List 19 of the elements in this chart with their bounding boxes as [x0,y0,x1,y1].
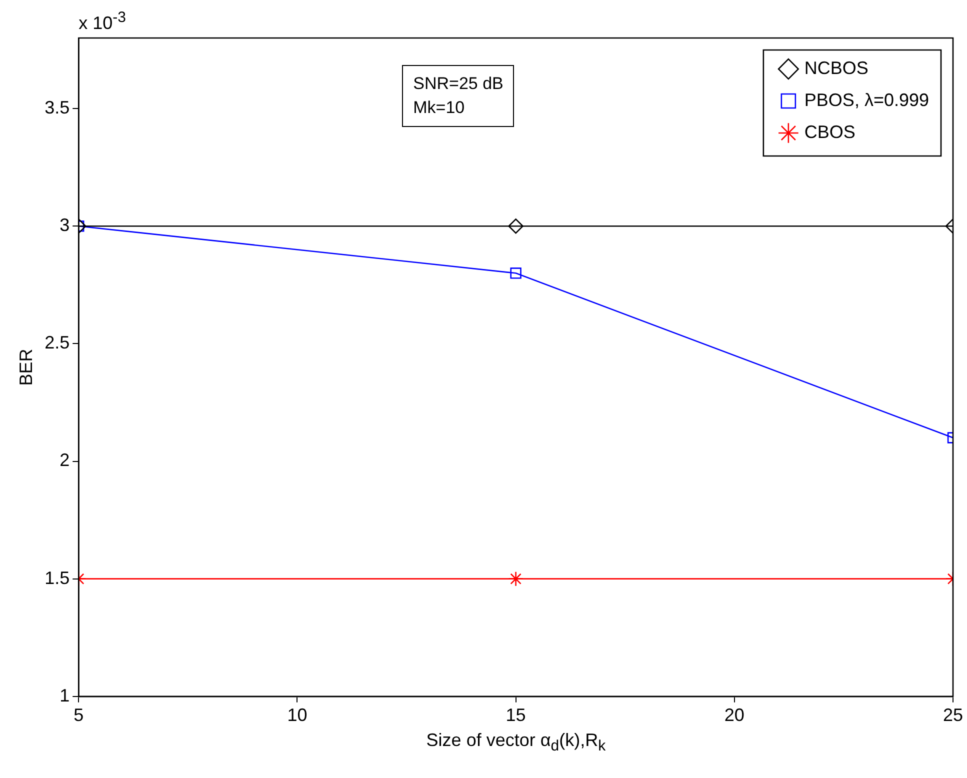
y-tick-label: 1 [60,685,70,706]
x-tick-label: 15 [506,705,526,726]
y-tick-label: 1.5 [44,568,70,588]
legend-label: NCBOS [804,58,868,78]
annotation: Mk=10 [413,97,466,119]
y-tick-label: 2 [60,450,70,470]
x-axis-title: Size of vector α$_{d}$(k),R$_{k}$ [426,730,606,755]
text: x 10$^{-3}$ [78,9,126,34]
x-tick-label: 10 [287,705,308,726]
x-tick-label: 20 [724,705,744,726]
y-tick-label: 3.5 [44,98,70,118]
y-tick-label: 3 [60,215,70,236]
y-axis-title: BER [16,348,36,386]
legend-label: PBOS, λ=0.999 [804,90,929,110]
legend-label: CBOS [804,122,856,142]
x-tick-label: 5 [74,705,84,726]
x-tick-label: 25 [942,705,964,726]
annotation: SNR=25 dB [413,73,504,95]
y-tick-label: 2.5 [44,332,70,353]
